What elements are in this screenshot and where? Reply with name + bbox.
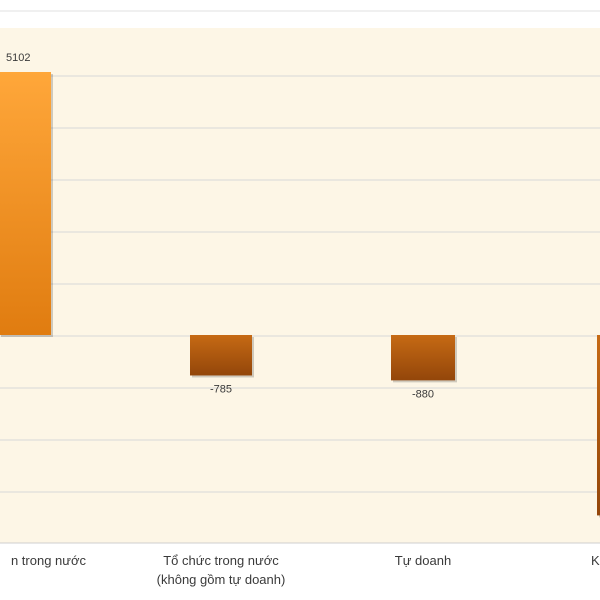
category-label-3-line-0: K xyxy=(591,553,600,568)
data-label-1: -785 xyxy=(210,383,232,395)
bar-0 xyxy=(0,72,51,335)
bar-1 xyxy=(190,335,252,376)
category-label-0-line-0: n trong nước xyxy=(11,553,87,568)
gridlines xyxy=(0,75,600,544)
bars xyxy=(0,72,600,518)
data-label-2: -880 xyxy=(412,388,434,400)
data-label-0: 5102 xyxy=(6,52,30,64)
category-label-1-line-1: (không gồm tự doanh) xyxy=(157,572,286,587)
bar-2 xyxy=(391,335,455,381)
labels: 5102 n trong nước -785 Tổ chức trong nước (k… xyxy=(6,52,600,587)
bar-3 xyxy=(597,335,600,516)
category-label-2-line-0: Tự doanh xyxy=(395,553,451,568)
plot-area xyxy=(0,28,600,543)
category-label-1-line-0: Tổ chức trong nước xyxy=(163,553,279,568)
